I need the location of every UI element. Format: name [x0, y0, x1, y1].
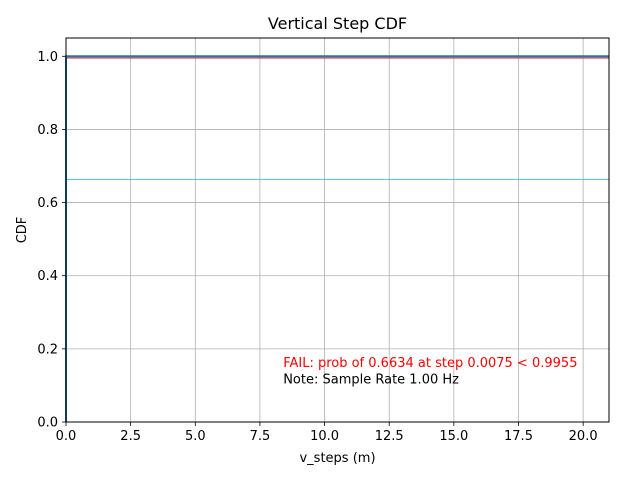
plot-frame — [65, 37, 610, 423]
y-tick-label: 0.2 — [37, 342, 58, 357]
x-axis-label: v_steps (m) — [299, 451, 375, 466]
grid-lines — [65, 38, 609, 423]
x-tick-label: 0.0 — [56, 429, 77, 444]
annotation-text: Note: Sample Rate 1.00 Hz — [283, 373, 459, 388]
x-tick-label: 5.0 — [185, 429, 206, 444]
x-tick-label: 2.5 — [120, 429, 141, 444]
annotations: FAIL: prob of 0.6634 at step 0.0075 < 0.… — [283, 356, 577, 387]
y-tick-label: 0.0 — [37, 416, 58, 431]
x-tick-label: 10.0 — [310, 429, 339, 444]
y-tick-label: 0.4 — [37, 269, 58, 284]
x-tick-label: 17.5 — [504, 429, 533, 444]
y-axis-label: CDF — [15, 217, 30, 244]
chart-title: Vertical Step CDF — [268, 14, 407, 33]
x-tick-label: 15.0 — [439, 429, 468, 444]
y-tick-label: 0.8 — [37, 123, 58, 138]
y-tick-label: 0.6 — [37, 196, 58, 211]
x-tick-label: 12.5 — [375, 429, 404, 444]
x-tick-label: 7.5 — [250, 429, 271, 444]
x-axis-ticks: 0.0 2.5 5.0 7.5 10.0 12.5 15.0 17.5 20.0 — [56, 422, 598, 444]
annotation-text: FAIL: prob of 0.6634 at step 0.0075 < 0.… — [283, 356, 577, 371]
y-axis-ticks: 0.0 0.2 0.4 0.6 0.8 1.0 — [37, 50, 66, 431]
x-tick-label: 20.0 — [569, 429, 598, 444]
y-tick-label: 1.0 — [37, 50, 58, 65]
